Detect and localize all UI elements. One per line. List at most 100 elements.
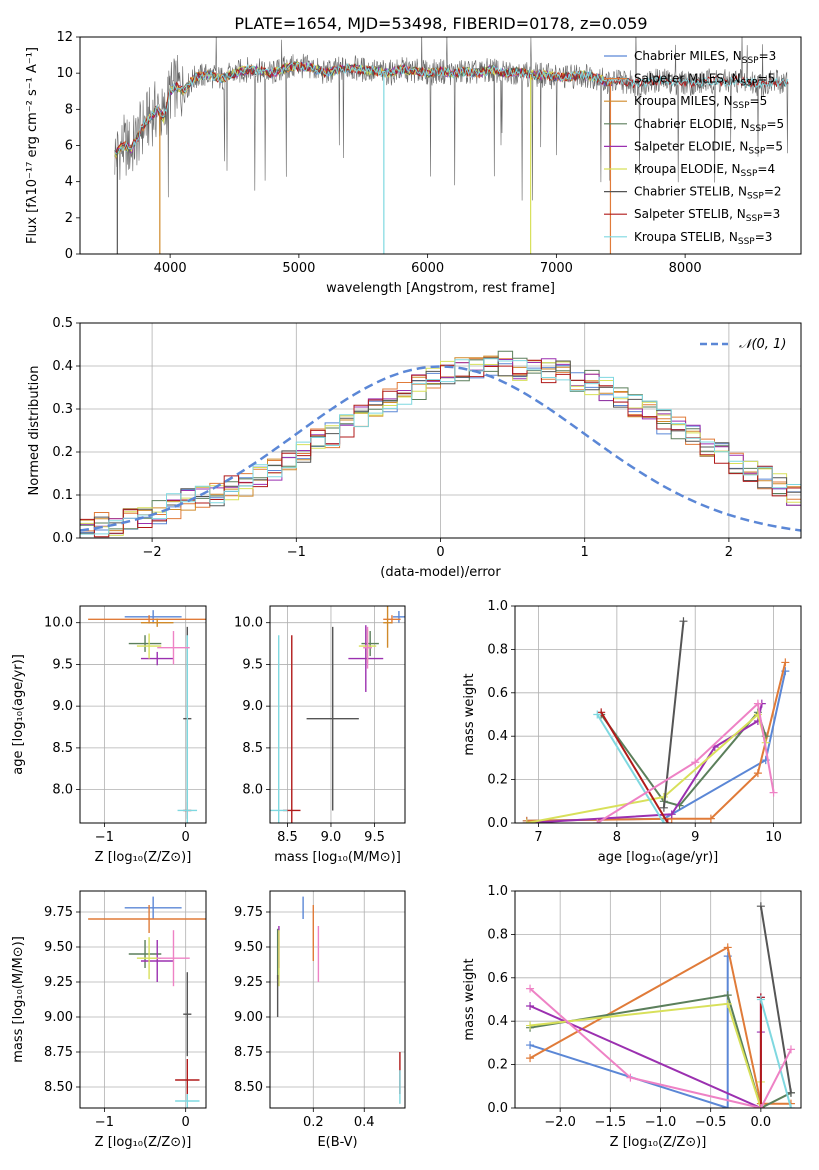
normal-curve — [80, 365, 801, 532]
mass-weight-line — [529, 956, 729, 1108]
histogram-step — [80, 358, 801, 535]
y-tick-label: 8.0 — [242, 783, 263, 798]
mass-weight-line — [759, 906, 792, 1093]
y-tick-label: 0.8 — [487, 927, 508, 942]
y-axis-label: age [log₁₀(age/yr)] — [11, 654, 26, 775]
plus-marker — [522, 819, 531, 823]
y-tick-label: 0.4 — [52, 359, 73, 374]
plus-marker — [659, 803, 668, 812]
x-tick-label: 0.4 — [354, 1115, 375, 1130]
plus-marker — [626, 1073, 635, 1082]
axes-frame — [514, 605, 802, 824]
age-vs-Z-panel: −1 0 8.0 8.5 9.0 9.5 10.0 Z [log₁₀(Z/Z⊙)] age [l… — [11, 605, 207, 865]
plot-area — [522, 617, 790, 823]
plot-area — [80, 350, 801, 538]
x-tick-label: 5000 — [282, 261, 315, 276]
model-spectrum — [114, 61, 789, 155]
axes-frame — [269, 890, 406, 1109]
figure-title: PLATE=1654, MJD=53498, FIBERID=0178, z=0… — [234, 14, 647, 33]
x-tick-label: 0 — [436, 545, 444, 560]
legend-entry: Salpeter ELODIE, NSSP=5 — [634, 139, 783, 156]
x-axis-label: Z [log₁₀(Z/Z⊙)] — [95, 1135, 192, 1150]
plot-area — [114, 37, 789, 254]
mass-vs-EBV-panel: 0.2 0.4 8.50 8.75 9.00 9.25 9.50 9.75 E(B-V) — [234, 890, 406, 1150]
x-tick-label: 0.2 — [303, 1115, 324, 1130]
x-tick-label: 7000 — [540, 261, 573, 276]
x-tick-label: 8000 — [669, 261, 702, 276]
plus-marker — [781, 658, 790, 667]
plot-area — [88, 896, 206, 1108]
x-tick-label: 10 — [765, 830, 782, 845]
x-tick-label: 8.5 — [277, 830, 298, 845]
axes-frame — [79, 36, 802, 255]
mass-weight-line — [662, 621, 685, 808]
mass-weight-line — [529, 945, 791, 1105]
y-tick-label: 0.2 — [52, 445, 73, 460]
legend-entry: Chabrier ELODIE, NSSP=5 — [634, 117, 784, 134]
plus-marker — [679, 617, 688, 626]
y-tick-label: 2 — [65, 211, 73, 226]
plus-marker — [753, 699, 762, 708]
plus-marker — [526, 1054, 535, 1063]
y-tick-label: 8.5 — [242, 741, 263, 756]
y-tick-label: 1.0 — [487, 884, 508, 899]
x-tick-label: −1.0 — [645, 1115, 677, 1130]
plus-marker — [723, 943, 732, 952]
plus-marker — [706, 814, 715, 823]
histogram-step — [80, 359, 801, 538]
y-tick-label: 8 — [65, 102, 73, 117]
x-tick-label: −1 — [287, 545, 306, 560]
x-tick-label: 0.0 — [751, 1115, 772, 1130]
x-tick-label: 1 — [581, 545, 589, 560]
mass-weight-line — [596, 713, 665, 823]
y-tick-label: 0.5 — [52, 316, 73, 331]
plus-marker — [593, 710, 602, 719]
plus-marker — [786, 1104, 795, 1108]
y-axis-label: mass [log₁₀(M/M⊙)] — [11, 936, 26, 1063]
mass-weight-line — [600, 711, 669, 823]
age-vs-mass-panel: 8.5 9.0 9.5 8.0 8.5 9.0 9.5 10.0 mass [log₁₀(M/M… — [234, 605, 406, 865]
y-tick-label: 10.0 — [44, 616, 73, 631]
y-axis-label: Flux [fλ10⁻¹⁷ erg cm⁻² s⁻¹ A⁻¹] — [25, 47, 40, 244]
x-tick-label: 0 — [182, 830, 190, 845]
y-tick-label: 9.25 — [234, 975, 263, 990]
mass-weight-line — [600, 710, 767, 807]
y-axis-label: Normed distribution — [27, 366, 42, 496]
x-tick-label: −1 — [95, 1115, 114, 1130]
plus-marker — [667, 810, 676, 819]
y-tick-label: 9.75 — [234, 905, 263, 920]
y-tick-label: 8.75 — [234, 1045, 263, 1060]
x-axis-label: (data-model)/error — [380, 565, 501, 580]
x-axis-label: Z [log₁₀(Z/Z⊙)] — [610, 1135, 707, 1150]
plus-marker — [526, 1002, 535, 1011]
x-tick-label: 8 — [613, 830, 621, 845]
y-tick-label: 0.8 — [487, 642, 508, 657]
axes-frame — [514, 890, 802, 1109]
axes-frame — [269, 605, 406, 824]
legend-entry: Salpeter STELIB, NSSP=3 — [634, 207, 780, 224]
plus-marker — [723, 991, 732, 1000]
y-tick-label: 9.00 — [44, 1010, 73, 1025]
y-tick-label: 8.0 — [52, 783, 73, 798]
y-tick-label: 0.1 — [52, 488, 73, 503]
legend-entry: Salpeter MILES, NSSP=5 — [634, 72, 775, 89]
plot-area — [526, 902, 795, 1108]
legend-entry: Kroupa ELODIE, NSSP=4 — [634, 162, 775, 179]
y-tick-label: 0.4 — [487, 1014, 508, 1029]
mass-weight-line — [526, 703, 763, 823]
plus-marker — [756, 995, 765, 1004]
y-tick-label: 0.2 — [487, 773, 508, 788]
x-tick-label: 9.5 — [364, 830, 385, 845]
y-tick-label: 0.0 — [487, 1101, 508, 1116]
x-axis-label: Z [log₁₀(Z/Z⊙)] — [95, 850, 192, 865]
y-tick-label: 0.0 — [487, 816, 508, 831]
plus-marker — [663, 819, 672, 823]
x-tick-label: −2.0 — [544, 1115, 576, 1130]
y-tick-label: 10.0 — [234, 616, 263, 631]
y-tick-label: 0.4 — [487, 729, 508, 744]
legend-entry: Chabrier MILES, NSSP=3 — [634, 49, 776, 66]
mass-weight-line — [596, 701, 775, 823]
y-tick-label: 8.5 — [52, 741, 73, 756]
x-tick-label: 9 — [691, 830, 699, 845]
